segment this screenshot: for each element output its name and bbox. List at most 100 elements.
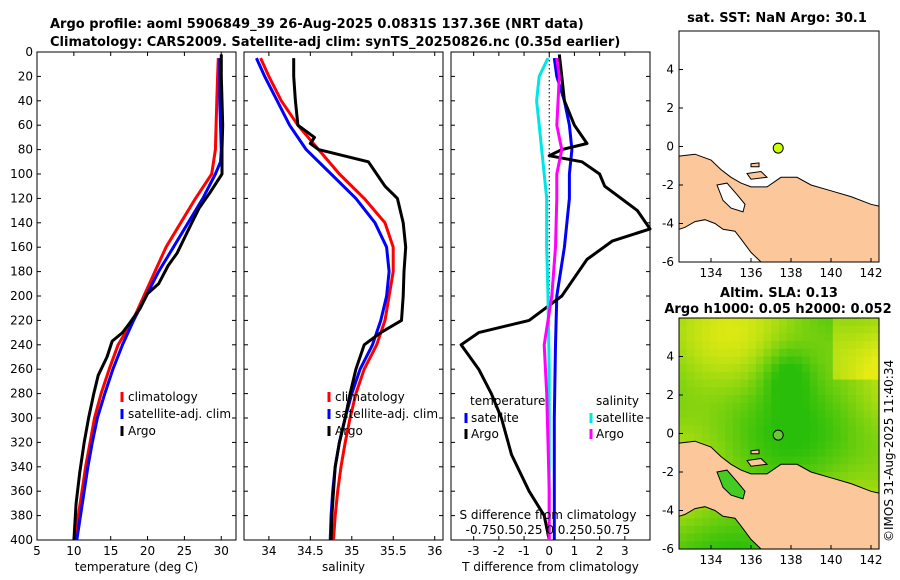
sla-cell	[848, 348, 857, 358]
y-tick-label: 20	[18, 69, 33, 83]
sla-cell	[725, 433, 734, 442]
sla-cell	[786, 387, 795, 396]
sla-cell	[794, 395, 803, 404]
y-tick-label: 240	[10, 338, 33, 352]
sla-cell	[725, 518, 734, 527]
sla-cell	[694, 410, 703, 419]
sla-cell	[802, 425, 811, 435]
sla-cell	[863, 479, 872, 488]
sla-cell	[709, 541, 719, 550]
sla-cell	[817, 402, 826, 411]
y-tick-label: 120	[10, 191, 33, 205]
sla-cell	[679, 525, 688, 535]
sla-cell	[748, 318, 757, 327]
sla-cell	[732, 333, 742, 342]
sla-cell	[755, 464, 765, 473]
sla-cell	[771, 341, 780, 350]
sla-cell	[740, 402, 749, 411]
sla-cell	[840, 348, 849, 358]
sla-cell	[802, 395, 811, 404]
x-tick-label: 20	[140, 544, 155, 558]
x-tick-label: 0	[545, 544, 553, 558]
sla-cell	[732, 395, 742, 404]
sla-cell	[809, 341, 819, 350]
sla-cell	[848, 456, 857, 465]
legend-label: satellite-adj. clim	[128, 407, 231, 421]
sla-cell	[771, 410, 780, 419]
y-tick-label: 340	[10, 460, 33, 474]
sla-cell	[725, 418, 734, 427]
sla-cell	[817, 333, 826, 342]
sla-cell	[763, 325, 772, 334]
sla-cell	[748, 433, 757, 442]
sla-cell	[702, 356, 711, 365]
sla-cell	[863, 472, 872, 481]
sla-cell	[709, 364, 719, 373]
sla-cell	[779, 356, 788, 365]
sla-cell	[855, 456, 865, 465]
sla-cell	[840, 418, 849, 427]
x-tick-label: 5	[33, 544, 41, 558]
sla-cell	[717, 356, 726, 365]
sla-cell	[763, 448, 772, 458]
land-island	[750, 162, 760, 168]
sla-cell	[732, 410, 742, 419]
sla-cell	[832, 371, 842, 381]
sla-cell	[871, 402, 880, 411]
map-x-tick-label: 140	[820, 553, 843, 567]
sla-cell	[694, 318, 703, 327]
sla-cell	[732, 533, 742, 542]
sla-cell	[702, 364, 711, 373]
sla-cell	[686, 418, 695, 427]
sla-cell	[794, 325, 803, 334]
y-tick-label: 400	[10, 533, 33, 547]
sla-cell	[817, 425, 826, 435]
sla-cell	[809, 333, 819, 342]
sla-cell	[809, 318, 819, 327]
sla-cell	[717, 433, 726, 442]
sla-cell	[686, 395, 695, 404]
sla-cell	[794, 410, 803, 419]
sla-cell	[786, 333, 795, 342]
sla-cell	[809, 418, 819, 427]
map-x-tick-label: 136	[740, 266, 763, 280]
sla-cell	[825, 433, 834, 442]
sla-cell	[786, 418, 795, 427]
sla-cell	[717, 371, 726, 381]
sla-cell	[732, 425, 742, 435]
x-tick-label: 10	[66, 544, 81, 558]
sla-cell	[863, 410, 872, 419]
sla-cell	[679, 433, 688, 442]
sla-cell	[694, 325, 703, 334]
sla-cell	[779, 387, 788, 396]
sla-cell	[771, 402, 780, 411]
sla-cell	[871, 395, 880, 404]
sla-cell	[794, 425, 803, 435]
sla-cell	[748, 325, 757, 334]
sla-cell	[840, 325, 849, 334]
sla-cell	[871, 387, 880, 396]
sla-cell	[725, 441, 734, 450]
sla-cell	[779, 448, 788, 458]
sla-cell	[809, 325, 819, 334]
map-x-tick-label: 142	[860, 266, 883, 280]
sla-cell	[740, 425, 749, 435]
bay-water	[716, 469, 746, 500]
sla-cell	[779, 410, 788, 419]
sla-cell	[840, 387, 849, 396]
sla-cell	[694, 425, 703, 435]
sla-cell	[863, 341, 872, 350]
map-sst: 134 136 138 140 142 4 2 0 -2 -4 -6 sat. SST: NaN Ar…	[662, 11, 882, 280]
sla-cell	[809, 364, 819, 373]
sla-cell	[725, 318, 734, 327]
sla-cell	[863, 318, 872, 327]
sla-cell	[748, 364, 757, 373]
sla-cell	[725, 379, 734, 388]
sla-cell	[832, 387, 842, 396]
sla-cell	[763, 456, 772, 465]
sla-cell	[771, 425, 780, 435]
sla-cell	[717, 425, 726, 435]
sla-cell	[809, 356, 819, 365]
sla-cell	[702, 395, 711, 404]
sla-cell	[809, 433, 819, 442]
